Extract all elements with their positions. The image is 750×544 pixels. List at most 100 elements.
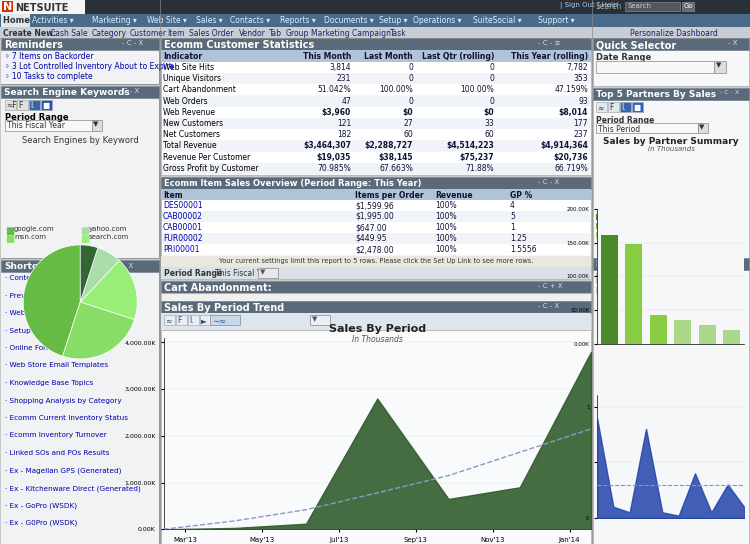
Bar (310, 315, 330, 325)
Bar (1, 86, 159, 258)
Text: $38,145: $38,145 (379, 153, 413, 162)
Text: · Linked SOs and POs Results: · Linked SOs and POs Results (5, 450, 109, 456)
Text: 100%: 100% (435, 201, 457, 210)
Text: Web Orders: Web Orders (163, 97, 208, 106)
Bar (593, 50, 749, 86)
Text: $8,014: $8,014 (559, 108, 588, 117)
Text: Task: Task (390, 28, 406, 38)
Bar (162, 129, 590, 140)
Text: Support ▾: Support ▾ (538, 16, 574, 25)
Text: Web Site Hits: Web Site Hits (163, 63, 214, 72)
Text: Ecomm Item Sales Overview (Period Range: This Year): Ecomm Item Sales Overview (Period Range:… (164, 179, 422, 188)
Bar (162, 107, 590, 118)
Bar (162, 244, 590, 255)
Bar (626, 244, 642, 344)
Text: 0: 0 (408, 97, 413, 106)
Text: Search: Search (628, 3, 652, 9)
Text: Web Revenue: Web Revenue (163, 108, 215, 117)
Text: Category: Category (92, 28, 127, 38)
Text: ▼: ▼ (312, 317, 317, 323)
Text: · Content Manager: · Content Manager (5, 275, 72, 281)
Text: yahoo.com: yahoo.com (89, 226, 128, 232)
Text: ◦ 3 Lot Controlled Inventory About to Expire: ◦ 3 Lot Controlled Inventory About to Ex… (5, 62, 174, 71)
Text: ≈: ≈ (165, 316, 171, 325)
Text: ▼: ▼ (260, 269, 266, 275)
Bar (162, 140, 590, 151)
Text: This Year (rolling): This Year (rolling) (511, 52, 588, 61)
Text: - C - X: - C - X (538, 179, 560, 185)
Text: ≈F: ≈F (6, 101, 16, 110)
Text: Vendor: Vendor (239, 28, 266, 38)
Bar (1, 260, 159, 544)
Text: Period Range: Period Range (164, 269, 222, 278)
Text: Operations ▾: Operations ▾ (413, 16, 461, 25)
Text: msn.com: msn.com (14, 234, 46, 240)
Text: This Fiscal Year: This Fiscal Year (215, 269, 273, 278)
Text: Search: Search (595, 2, 621, 11)
Text: Personalize Dashboard: Personalize Dashboard (630, 28, 718, 38)
Bar (723, 330, 740, 344)
Text: $0: $0 (483, 108, 494, 117)
Text: F: F (18, 101, 22, 110)
Text: 4: 4 (510, 201, 515, 210)
Bar (161, 189, 591, 200)
Bar (1, 260, 159, 272)
Bar (1, 38, 159, 84)
Text: - C - X: - C - X (122, 40, 143, 46)
Text: · Ex - GoPro (WSDK): · Ex - GoPro (WSDK) (5, 503, 77, 509)
Bar (164, 315, 175, 325)
Wedge shape (80, 245, 98, 302)
Text: ∼≈: ∼≈ (638, 274, 651, 283)
Text: · Ex - G0Pro (WSDK): · Ex - G0Pro (WSDK) (5, 520, 77, 527)
Text: Sales By Period: Sales By Period (328, 324, 426, 335)
Bar (593, 88, 749, 100)
Text: $3,464,307: $3,464,307 (303, 141, 351, 150)
Text: 47.159%: 47.159% (554, 85, 588, 95)
Text: Item: Item (163, 190, 183, 200)
Bar (162, 118, 590, 129)
Text: 3,814: 3,814 (329, 63, 351, 72)
Bar (176, 315, 187, 325)
Bar (161, 189, 591, 279)
Text: · Web Store Email Templates: · Web Store Email Templates (5, 362, 108, 368)
Text: 1: 1 (510, 223, 515, 232)
Bar (714, 61, 726, 73)
Bar (0, 27, 750, 38)
Text: 51.042%: 51.042% (317, 85, 351, 95)
Bar (161, 267, 591, 279)
Bar (596, 223, 603, 229)
Text: · Knowledge Base Topics: · Knowledge Base Topics (5, 380, 93, 386)
Text: 182: 182 (337, 130, 351, 139)
Text: 237: 237 (574, 130, 588, 139)
Text: Unique Visitors: Unique Visitors (163, 74, 221, 83)
Text: FUR00002: FUR00002 (163, 234, 202, 243)
Bar (601, 234, 618, 344)
Text: · Online Form: · Online Form (5, 345, 53, 351)
Bar (625, 2, 680, 11)
Text: · Ex - Magellan GPS (Generated): · Ex - Magellan GPS (Generated) (5, 467, 122, 474)
Text: $3,960: $3,960 (322, 108, 351, 117)
Text: - _ X: - _ X (118, 262, 134, 269)
Text: Cart Abandonment:: Cart Abandonment: (164, 283, 272, 293)
Text: 0: 0 (408, 63, 413, 72)
Bar (699, 325, 715, 344)
Bar (162, 200, 590, 211)
Bar (1, 86, 159, 258)
Text: Last Qtr (rolling): Last Qtr (rolling) (422, 52, 494, 61)
Text: Marketing ▾: Marketing ▾ (92, 16, 136, 25)
Text: $2,478.00: $2,478.00 (355, 245, 394, 254)
Text: Last Month: Last Month (364, 52, 413, 61)
Text: · Ex - Kitchenware Direct (Generated): · Ex - Kitchenware Direct (Generated) (5, 485, 141, 491)
Bar (161, 38, 591, 50)
Bar (669, 214, 676, 220)
Text: I.: I. (621, 103, 626, 112)
Text: New Customers By Period: New Customers By Period (605, 299, 736, 308)
Bar (161, 50, 591, 62)
Text: $2,288,727: $2,288,727 (364, 141, 413, 150)
Text: F: F (609, 274, 613, 283)
Text: $0: $0 (402, 108, 413, 117)
Text: ≈: ≈ (597, 103, 603, 112)
Bar (162, 163, 590, 174)
Bar (0, 14, 750, 27)
Text: - C - X: - C - X (538, 303, 560, 309)
